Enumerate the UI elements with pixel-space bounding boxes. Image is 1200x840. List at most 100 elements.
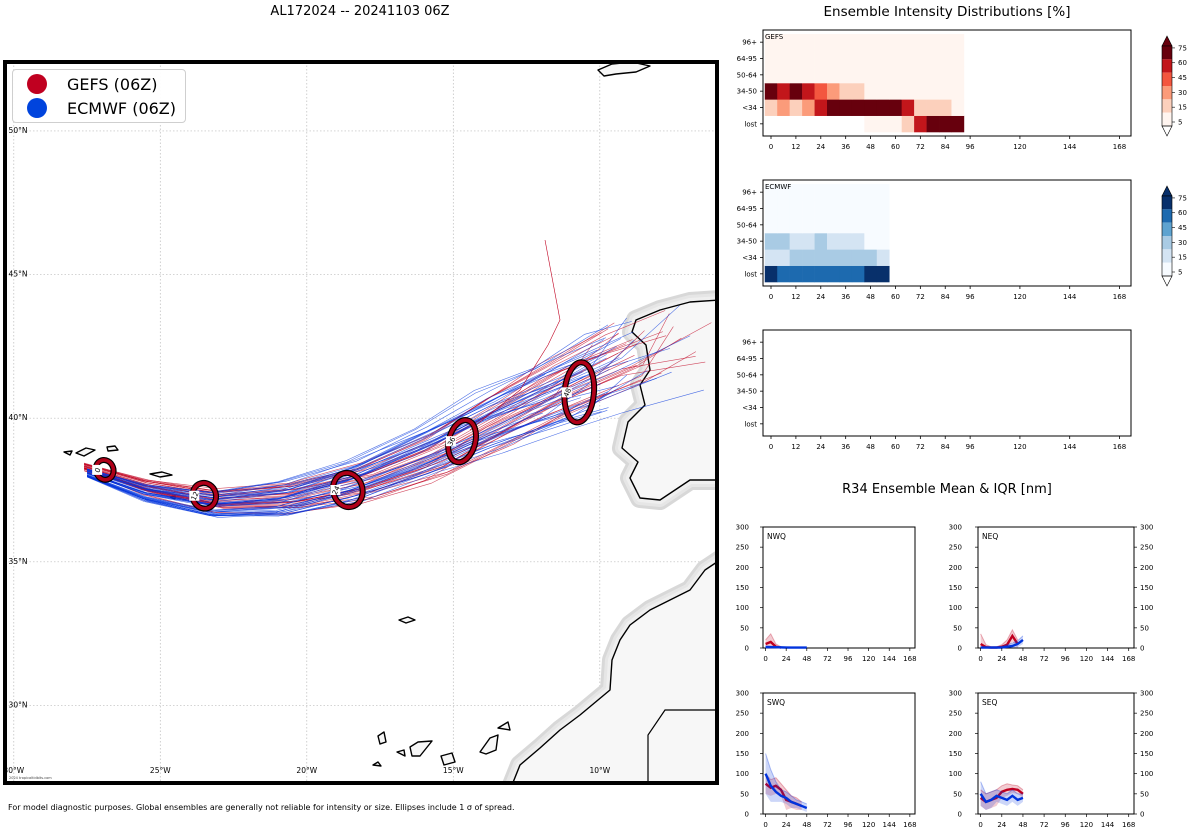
r34-quadrant-label: NWQ [767, 532, 786, 541]
y-tick-label: 64-95 [737, 355, 757, 363]
heatmap-cell [777, 83, 790, 100]
border-line [647, 709, 717, 783]
r34-frame [977, 692, 1135, 815]
heatmap-cell [876, 233, 890, 250]
gefs-dot-icon [27, 74, 47, 94]
heatmap-cell [851, 216, 865, 234]
gefs-member-track [84, 343, 627, 496]
r34-y-tick-label: 100 [949, 770, 962, 778]
x-tick-label: 168 [1113, 293, 1126, 301]
land-canaries-6 [497, 721, 511, 731]
heatmap-cell [814, 200, 828, 217]
heatmap-cell [839, 83, 853, 100]
heatmap-cell [851, 66, 865, 84]
colorbar-tick-label: 60 [1178, 209, 1187, 217]
colorbar-extend-bottom [1161, 275, 1173, 287]
land-azores-3 [149, 471, 173, 478]
map-plot-area: 0 12 24 36 48 [5, 62, 717, 783]
r34-y-tick-label-right: 150 [1140, 750, 1153, 758]
r34-y-tick-label-right: 300 [1140, 690, 1153, 698]
footnote: For model diagnostic purposes. Global en… [8, 803, 515, 812]
heatmap-cell [777, 66, 790, 84]
ecmwf-member-track [86, 403, 535, 507]
y-tick-label: 64-95 [737, 55, 757, 63]
r34-x-tick-label: 24 [997, 821, 1006, 829]
y-tick-label: 96+ [742, 189, 757, 197]
r34-gefs-iqr [765, 633, 782, 648]
heatmap-cell [802, 249, 815, 266]
ecmwf-member-track [86, 389, 704, 518]
heatmap-cell [951, 99, 965, 116]
heatmap-cell [802, 99, 815, 116]
heatmap-cell [864, 249, 878, 266]
y-tick-label: 50-64 [737, 71, 758, 79]
heatmap-cell [951, 115, 965, 133]
x-tick-label: 84 [941, 143, 950, 151]
r34-x-tick-label: 24 [997, 655, 1006, 663]
heatmap-cell [876, 200, 890, 217]
heatmap-cell [876, 50, 890, 67]
heatmap-cell [764, 216, 778, 234]
r34-y-tick-label: 300 [949, 690, 962, 698]
r34-y-tick-label: 200 [949, 730, 962, 738]
heatmap-cell [789, 99, 803, 116]
y-tick-label: 34-50 [737, 88, 757, 96]
r34-quadrant-label: SWQ [767, 698, 785, 707]
r34-ecmwf-iqr-edge [765, 753, 807, 805]
r34-y-tick-label: 50 [953, 790, 962, 798]
heatmap-cell [789, 200, 803, 217]
r34-x-tick-label: 72 [823, 821, 832, 829]
heatmap-cell [901, 34, 915, 51]
land-iberia [621, 299, 717, 501]
r34-gefs-iqr-edge [980, 628, 1019, 648]
y-tick-label: lost [744, 420, 757, 428]
r34-ecmwf-iqr-edge [980, 781, 1023, 795]
r34-y-tick-label: 50 [740, 624, 749, 632]
heatmap-cell [839, 34, 853, 51]
track-map[interactable]: 0 12 24 36 48 30°W 25°W 20°W 15°W 10°W 50°N 45°N 40°… [0, 0, 720, 790]
heatmap-cell [851, 233, 865, 250]
x-tick-label: 168 [1113, 443, 1126, 451]
r34-gefs-iqr-edge [765, 632, 782, 648]
map-title: AL172024 -- 20241103 06Z [270, 4, 450, 19]
heatmap-cell [827, 200, 840, 217]
colorbar-segment [1162, 59, 1172, 73]
heatmap-cell [889, 34, 902, 51]
heatmap-model-label: GEFS [765, 33, 784, 41]
r34-x-tick-label: 0 [763, 655, 767, 663]
heatmap-cell [827, 34, 840, 51]
ocean [5, 62, 717, 783]
y-tick-label: 64-95 [737, 205, 757, 213]
heatmap-cell [789, 50, 803, 67]
x-tick-label: 72 [916, 443, 925, 451]
x-tick-label: 96 [966, 443, 975, 451]
heatmap-cell [939, 83, 952, 100]
heatmap-cell [914, 83, 927, 100]
heatmap-cell [764, 265, 778, 283]
heatmap-cell [839, 184, 853, 201]
heatmap-cell [839, 66, 853, 84]
heatmap-cell [764, 233, 778, 250]
heatmap-cell [802, 265, 815, 283]
map-legend: GEFS (06Z) ECMWF (06Z) [12, 69, 186, 123]
heatmap-cell [926, 115, 940, 133]
r34-x-tick-label: 96 [844, 655, 853, 663]
x-tick-label: 120 [1013, 293, 1026, 301]
colorbar-segment [1162, 46, 1172, 60]
r34-y-tick-label: 200 [736, 564, 749, 572]
ellipse-hour-label: 24 [331, 484, 342, 496]
heatmap-cell [789, 249, 803, 266]
r34-y-tick-label: 100 [736, 770, 749, 778]
heatmap-cell [814, 99, 828, 116]
colorbar-frame [1161, 45, 1173, 127]
heatmap-cell [926, 34, 940, 51]
x-tick-label: 144 [1063, 143, 1077, 151]
colorbar-tick-label: 60 [1178, 59, 1187, 67]
colorbar-tick-label: 75 [1178, 194, 1187, 202]
heatmap-frame [762, 179, 1132, 287]
x-tick-label: 0 [769, 143, 773, 151]
x-tick-label: 0 [769, 293, 773, 301]
colorbar-segment [1162, 99, 1172, 113]
heatmap-cell [851, 99, 865, 116]
r34-ecmwf-mean [979, 793, 1024, 804]
